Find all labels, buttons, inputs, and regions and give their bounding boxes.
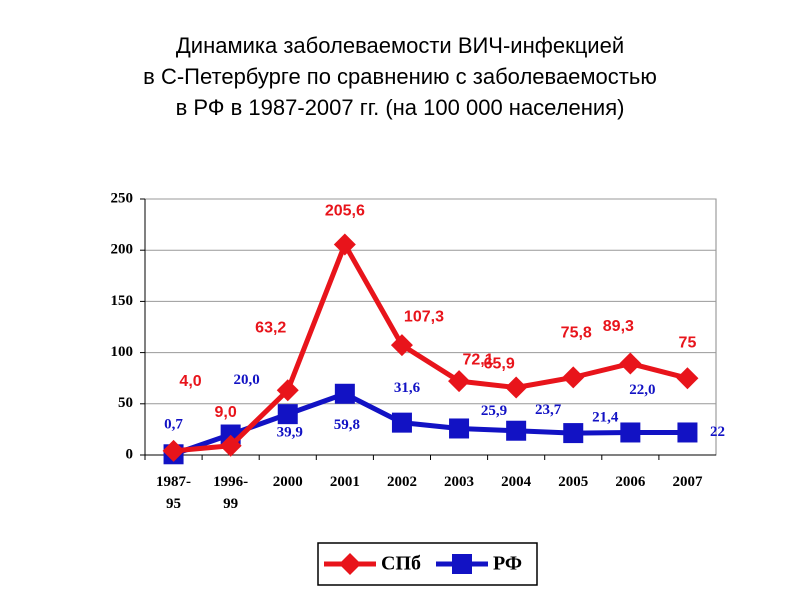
marker [448, 370, 471, 393]
marker [162, 439, 185, 462]
x-tick-label: 2005 [558, 474, 589, 490]
value-label: 20,0 [234, 372, 260, 388]
value-label: 107,3 [404, 308, 444, 325]
x-tick-label: 2003 [444, 474, 475, 490]
legend-label: РФ [493, 553, 522, 575]
y-tick-label: 0 [126, 446, 134, 462]
value-label: 22,0 [629, 382, 655, 398]
y-tick-label: 100 [111, 344, 134, 360]
value-label: 9,0 [215, 404, 237, 421]
plot-area [144, 198, 717, 456]
x-tick-label: 2004 [501, 474, 532, 490]
marker [277, 404, 298, 425]
value-label: 75,8 [561, 325, 592, 342]
value-label: 31,6 [394, 380, 421, 396]
x-tick-label: 2007 [672, 474, 703, 490]
marker [452, 554, 472, 574]
title-line: в С-Петербурге по сравнению с заболеваем… [143, 64, 657, 89]
legend-label: СПб [381, 553, 421, 575]
marker [333, 233, 356, 256]
series-line [172, 391, 688, 457]
title-line: Динамика заболеваемости ВИЧ-инфекцией [175, 33, 625, 58]
value-label: 0,7 [164, 417, 183, 433]
value-label: 4,0 [179, 373, 201, 390]
marker [276, 379, 299, 402]
marker [563, 423, 584, 444]
marker [334, 383, 355, 404]
value-label: 72,1 [462, 351, 493, 368]
value-label: 23,7 [535, 402, 562, 418]
y-tick-label: 200 [111, 242, 134, 258]
value-label: 89,3 [603, 318, 634, 335]
value-label: 75 [679, 334, 697, 351]
marker [619, 352, 642, 375]
marker [391, 412, 412, 433]
value-label: 65,9 [484, 356, 515, 373]
title-line: в РФ в 1987-2007 гг. (на 100 000 населен… [175, 95, 625, 120]
value-label: 63,2 [255, 320, 286, 337]
series-line [173, 241, 689, 454]
x-tick-label: 2001 [329, 474, 360, 490]
value-label: 25,9 [481, 403, 507, 419]
marker [562, 366, 585, 389]
x-tick-label: 1987-95 [156, 474, 192, 512]
x-tick-label: 2000 [272, 474, 303, 490]
marker [505, 376, 528, 399]
x-tick-label: 2006 [615, 474, 646, 490]
marker [620, 422, 641, 443]
y-tick-label: 150 [111, 293, 134, 309]
value-label: 21,4 [592, 410, 619, 426]
value-label: 22 [710, 424, 725, 440]
marker [449, 418, 470, 439]
marker [339, 553, 361, 575]
value-label: 59,8 [334, 417, 360, 433]
chart-title: Динамика заболеваемости ВИЧ-инфекцией в С… [0, 30, 800, 123]
marker [506, 420, 527, 441]
y-tick-label: 50 [118, 395, 133, 411]
legend: СПб РФ [317, 542, 538, 586]
marker [390, 334, 413, 357]
marker [676, 367, 699, 390]
marker [219, 434, 242, 457]
value-label: 205,6 [325, 203, 365, 220]
x-tick-label: 2002 [386, 474, 417, 490]
value-label: 39,9 [277, 425, 303, 441]
y-tick-label: 250 [111, 190, 134, 206]
marker [677, 422, 698, 443]
x-tick-label: 1996-99 [213, 474, 249, 512]
